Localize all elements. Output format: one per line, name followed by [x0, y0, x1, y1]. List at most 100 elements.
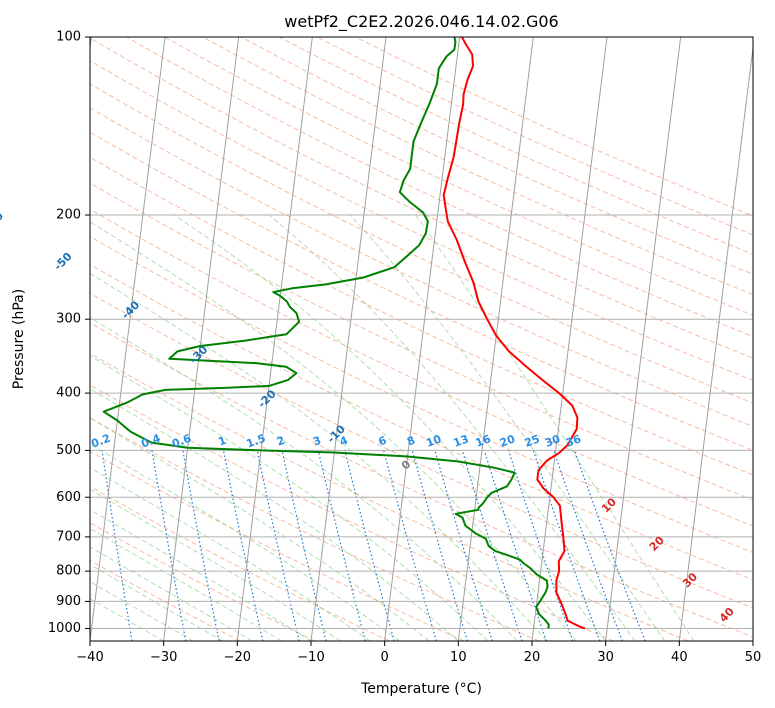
y-tick-label: 300	[56, 312, 81, 327]
mixing-ratio-label: 3	[311, 434, 323, 449]
mixing-ratio-label: 0.6	[170, 432, 193, 451]
mixing-ratio-label: 13	[452, 432, 471, 449]
mixing-ratio-line	[483, 450, 547, 641]
x-tick-label: −40	[76, 650, 103, 665]
isotherm-line	[678, 43, 753, 641]
x-tick-label: 0	[381, 650, 389, 665]
moist-adiabat-line	[90, 528, 282, 641]
y-tick-label: 400	[56, 386, 81, 401]
moist-adiabat-line	[90, 272, 548, 641]
isotherm-line	[457, 37, 534, 641]
isotherm-line	[236, 37, 313, 641]
chart-title: wetPf2_C2E2.2026.046.14.02.G06	[284, 12, 558, 32]
mixing-ratio-line	[317, 450, 366, 641]
dry-adiabat-line	[90, 263, 753, 581]
y-tick-label: 900	[56, 594, 81, 609]
y-tick-label: 700	[56, 529, 81, 544]
x-tick-label: 10	[450, 650, 467, 665]
dry-adiabat-line	[90, 182, 753, 501]
moist-adiabat-line	[90, 443, 400, 641]
dry-adiabat-line	[90, 559, 241, 641]
isotherm-line	[310, 37, 387, 641]
axis-layer: −40 −30 −20 −10 0 10 20 30 40 5010020030040050060…	[48, 30, 761, 666]
isotherm-line	[90, 37, 166, 641]
x-tick-label: −30	[150, 650, 177, 665]
mixing-ratio-label: 20	[498, 432, 517, 450]
x-tick-label: 30	[597, 650, 614, 665]
x-tick-label: 50	[745, 650, 762, 665]
moist-adiabat-line	[90, 316, 518, 641]
mixing-ratio-line	[461, 450, 523, 641]
moist-adiabat-line	[90, 546, 253, 641]
dry-adiabat-line	[90, 208, 753, 527]
mixing-ratio-line	[281, 450, 327, 641]
mixing-ratio-line	[434, 450, 493, 641]
y-tick-label: 500	[56, 443, 81, 458]
y-axis-label: Pressure (hPa)	[11, 289, 27, 389]
plot-frame	[89, 36, 754, 642]
dewpoint-line	[102, 37, 550, 629]
x-tick-label: 40	[671, 650, 688, 665]
moist-adiabat-line	[90, 388, 459, 641]
x-tick-label: −10	[297, 650, 324, 665]
mixing-ratio-label: 1.5	[245, 432, 268, 451]
dry-adiabat-line	[90, 107, 753, 428]
y-tick-label: 100	[56, 30, 81, 45]
grid-layer	[90, 37, 753, 641]
mixing-ratio-label: 1	[216, 434, 228, 449]
mixing-ratio-label: 8	[405, 434, 417, 449]
isotherm-line	[605, 37, 682, 641]
y-tick-label: 1000	[48, 621, 81, 636]
mixing-ratio-label: 30	[543, 432, 562, 450]
y-tick-label: 800	[56, 564, 81, 579]
moist-adiabat-line	[90, 598, 164, 641]
mixing-ratio-line	[553, 450, 623, 641]
mixing-ratio-line	[256, 450, 300, 641]
moist-adiabat-line	[90, 221, 577, 641]
moist-adiabat-line	[350, 214, 666, 641]
mixing-ratio-label: 16	[474, 432, 493, 450]
mixing-ratio-line	[383, 450, 437, 641]
mixing-ratio-label: 36	[564, 432, 583, 450]
mixing-ratio-line	[532, 450, 601, 641]
mixing-ratio-label: 0.4	[139, 432, 162, 451]
dry-adiabat-line	[90, 322, 753, 638]
mixing-ratio-line	[411, 450, 469, 641]
series-layer	[102, 37, 586, 630]
dry-adiabat-line	[202, 37, 753, 296]
mixing-ratio-line	[222, 450, 264, 641]
dry-adiabat-line	[90, 384, 614, 641]
moist-adiabat-line	[90, 488, 341, 641]
dry-adiabat-line	[90, 131, 753, 451]
temperature-line	[442, 37, 586, 630]
dry-adiabat-line	[90, 485, 390, 641]
dry-adiabat-line	[90, 83, 753, 404]
isotherm-label: -60	[0, 209, 6, 232]
y-tick-label: 200	[56, 208, 81, 223]
moist-adiabat-line	[90, 467, 371, 641]
dry-adiabat-line	[90, 292, 753, 609]
mixing-ratio-line	[574, 450, 646, 641]
isotherm-line	[384, 37, 461, 641]
dry-adiabat-line	[90, 352, 689, 641]
moist-adiabat-line	[90, 563, 223, 641]
moist-adiabat-line	[90, 417, 430, 641]
mixing-ratio-label: 4	[338, 434, 350, 449]
dry-adiabat-line	[90, 156, 753, 476]
mixing-ratio-label: 2	[275, 434, 287, 449]
x-tick-label: 20	[524, 650, 541, 665]
dry-adiabat-line	[90, 450, 465, 641]
mixing-ratio-label: 10	[424, 432, 443, 450]
moist-adiabat-line	[90, 581, 194, 641]
x-axis-label: Temperature (°C)	[360, 681, 482, 697]
mixing-ratio-label: 6	[377, 434, 389, 449]
isotherm-line	[531, 37, 608, 641]
moist-adiabat-line	[415, 214, 695, 641]
isotherm-line	[163, 37, 240, 641]
moist-adiabat-line	[173, 214, 607, 641]
y-tick-label: 600	[56, 490, 81, 505]
mixing-ratio-label: 0.2	[89, 432, 112, 451]
x-tick-label: −20	[224, 650, 251, 665]
mixing-ratio-line	[508, 450, 574, 641]
